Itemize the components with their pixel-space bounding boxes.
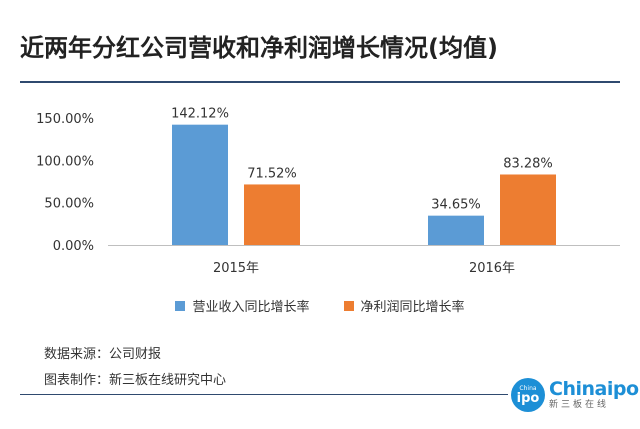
data-source: 数据来源：公司财报 [44,347,162,362]
y-tick-label: 50.00% [44,197,94,212]
bar-chart: 150.00% 100.00% 50.00% 0.00% 142.12% 71.52% 3… [36,107,620,276]
bar [172,124,228,245]
chinaipo-logo: China ipo Chinaipo 新三板在线 [511,378,639,412]
logo-circle-small: China [519,384,537,392]
y-axis-labels: 150.00% 100.00% 50.00% 0.00% [36,112,94,254]
legend-label-profit: 净利润同比增长率 [360,300,465,315]
bar [428,215,484,245]
legend: 营业收入同比增长率 净利润同比增长率 [0,296,640,315]
chart-credit: 图表制作：新三板在线研究中心 [44,373,227,388]
bars [172,124,556,245]
legend-swatch-revenue [175,300,186,311]
x-tick-label: 2015年 [213,261,259,276]
logo-circle-icon: China ipo [511,378,545,412]
bar-value-label: 83.28% [503,156,553,171]
footer-divider [20,394,508,395]
logo-circle-text: ipo [516,390,540,406]
bar [500,174,556,245]
legend-label-revenue: 营业收入同比增长率 [192,300,310,315]
y-tick-label: 0.00% [53,239,94,254]
bar-value-label: 34.65% [431,198,481,213]
logo-main-text: Chinaipo [549,378,639,400]
y-tick-label: 150.00% [36,112,94,127]
x-tick-label: 2016年 [469,261,515,276]
bar [244,184,300,245]
legend-item-revenue: 营业收入同比增长率 [175,296,310,315]
bar-value-labels: 142.12% 71.52% 34.65% 83.28% [171,107,553,213]
legend-item-profit: 净利润同比增长率 [343,296,465,315]
logo-sub-text: 新三板在线 [549,400,610,410]
bar-value-label: 142.12% [171,107,229,122]
title-divider [20,81,620,83]
y-tick-label: 100.00% [36,154,94,169]
chart-title: 近两年分红公司营收和净利润增长情况(均值) [20,34,498,62]
legend-swatch-profit [343,300,354,311]
x-axis-labels: 2015年 2016年 [213,261,515,276]
bar-value-label: 71.52% [247,166,297,181]
logo-text: Chinaipo 新三板在线 [549,380,639,410]
